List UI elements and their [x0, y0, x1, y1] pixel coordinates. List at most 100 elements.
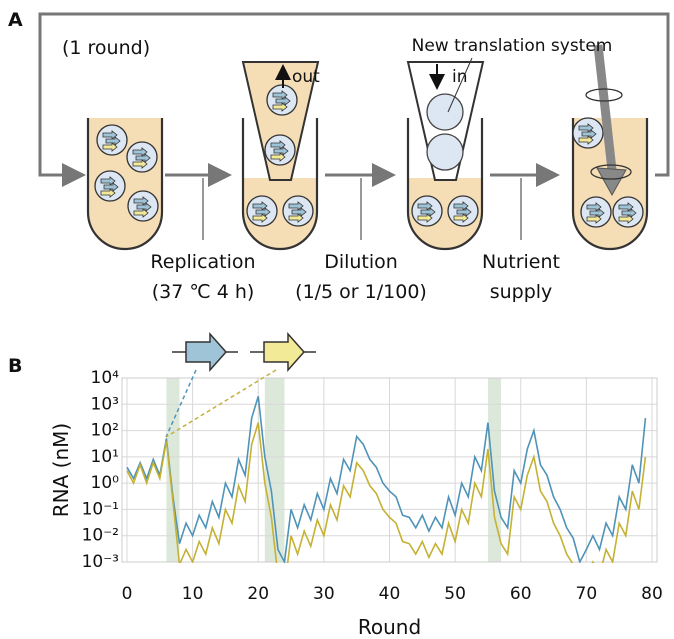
gene — [453, 213, 469, 223]
y-tick-label: 10³ — [91, 394, 119, 414]
out-label: out — [292, 67, 320, 87]
vesicle — [426, 93, 464, 131]
gene — [275, 96, 291, 106]
x-tick-label: 0 — [122, 584, 133, 604]
gene — [456, 207, 472, 217]
cell — [126, 141, 158, 173]
cycle-loop — [38, 12, 670, 187]
gene — [255, 207, 271, 217]
cell — [282, 195, 314, 227]
gene — [135, 153, 151, 163]
gene — [270, 140, 286, 150]
step-label: Dilution — [324, 251, 398, 273]
gene — [621, 208, 637, 218]
gene — [417, 213, 433, 223]
tube — [86, 118, 164, 251]
stirrer-head — [596, 167, 627, 197]
gene — [291, 207, 307, 217]
gene — [136, 202, 152, 212]
tube — [571, 118, 649, 251]
gene — [288, 213, 304, 223]
chart: 10⁻³ 10⁻² 10⁻¹ 10⁰ 10¹ 10² 10³ 10⁴ 0 10 20 30 40 50 60… — [49, 368, 663, 639]
step-label: Nutrient — [482, 251, 560, 273]
vesicle — [426, 133, 464, 171]
step-label: supply — [490, 281, 553, 303]
in-label: in — [452, 67, 468, 87]
gene — [103, 182, 119, 192]
cell — [94, 170, 126, 202]
gene — [581, 129, 597, 139]
tube — [406, 118, 484, 251]
highlight-band — [264, 378, 285, 562]
new-system-label: New translation system — [412, 36, 613, 56]
x-tick-label: 40 — [379, 584, 401, 604]
tubes — [86, 44, 649, 251]
x-tick-label: 80 — [641, 584, 663, 604]
gene — [133, 208, 149, 218]
gene — [420, 207, 436, 217]
gene — [100, 188, 116, 198]
gene — [102, 130, 118, 140]
gene — [273, 146, 289, 156]
step-label: (37 ℃ 4 h) — [152, 281, 255, 303]
gene — [252, 213, 268, 223]
gene — [132, 159, 148, 169]
gene — [272, 90, 288, 100]
gene — [589, 208, 605, 218]
gene — [132, 147, 148, 157]
cell — [411, 195, 443, 227]
stirrer-rod — [593, 44, 617, 171]
x-tick-label: 60 — [510, 584, 532, 604]
gene — [578, 135, 594, 145]
gene — [105, 136, 121, 146]
panel-label: B — [8, 355, 22, 377]
gene — [417, 201, 433, 211]
cell — [246, 195, 278, 227]
cell — [447, 195, 479, 227]
y-tick-label: 10⁻² — [82, 526, 119, 546]
step-label: Replication — [150, 251, 255, 273]
y-tick-label: 10⁰ — [91, 473, 120, 493]
leader — [447, 57, 473, 113]
x-tick-label: 30 — [313, 584, 335, 604]
y-tick-label: 10⁴ — [91, 368, 120, 388]
gene — [133, 196, 149, 206]
x-tick-label: 50 — [444, 584, 466, 604]
x-tick-label: 10 — [182, 584, 204, 604]
panel-label: A — [8, 9, 23, 31]
cell — [572, 117, 604, 149]
tube — [241, 118, 319, 251]
gene — [586, 214, 602, 224]
gene — [100, 176, 116, 186]
gene — [618, 202, 634, 212]
gene — [252, 201, 268, 211]
pipette-tip — [241, 61, 320, 181]
gene — [578, 123, 594, 133]
x-axis-label: Round — [358, 615, 421, 639]
plot-frame — [121, 377, 658, 563]
x-tick-label: 70 — [576, 584, 598, 604]
step-label: (1/5 or 1/100) — [295, 281, 427, 303]
gene — [272, 102, 288, 112]
rotation — [590, 164, 632, 180]
cell — [580, 196, 612, 228]
x-tick-label: 20 — [247, 584, 269, 604]
gene — [586, 202, 602, 212]
gene — [288, 201, 304, 211]
cell — [96, 124, 128, 156]
y-tick-label: 10⁻¹ — [82, 499, 119, 519]
gene — [618, 214, 634, 224]
rotation — [585, 88, 623, 102]
gene — [270, 152, 286, 162]
y-tick-label: 10² — [91, 421, 119, 441]
y-tick-label: 10⁻³ — [82, 552, 119, 572]
y-axis-label: RNA (nM) — [49, 423, 73, 517]
highlight-band — [487, 378, 502, 562]
gene — [102, 142, 118, 152]
series-line — [126, 422, 647, 563]
cell — [127, 190, 159, 222]
series-line — [126, 396, 647, 563]
round-label: (1 round) — [62, 37, 150, 59]
